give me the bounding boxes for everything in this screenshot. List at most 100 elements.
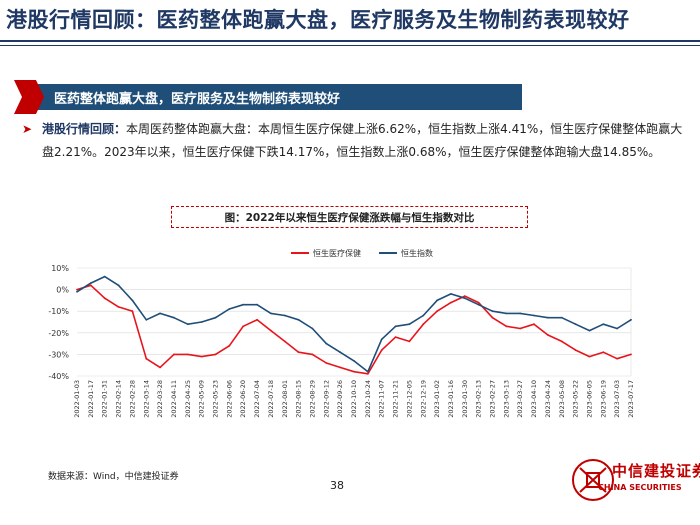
- data-point: [283, 314, 286, 317]
- data-point: [533, 314, 535, 317]
- data-point: [270, 329, 272, 332]
- data-point: [214, 353, 217, 356]
- data-point: [76, 290, 78, 293]
- x-tick-label: 2022-05-09: [198, 380, 206, 418]
- x-tick-label: 2023-05-08: [558, 380, 566, 418]
- data-point: [173, 353, 175, 356]
- x-tick-label: 2022-12-05: [405, 380, 413, 418]
- data-point: [547, 334, 549, 336]
- data-point: [256, 318, 258, 321]
- data-point: [477, 303, 480, 306]
- x-tick-label: 2022-06-20: [239, 380, 247, 418]
- data-point: [380, 349, 383, 351]
- data-point: [89, 284, 92, 287]
- x-tick-label: 2023-04-10: [530, 380, 538, 418]
- data-point: [89, 282, 92, 284]
- chart-title: 图：2022年以来恒生医疗保健涨跌幅与恒生指数对比: [224, 212, 475, 224]
- data-point: [159, 366, 162, 369]
- x-tick-label: 2022-11-07: [378, 380, 386, 418]
- x-tick-label: 2022-01-17: [87, 380, 95, 418]
- data-point: [630, 353, 632, 356]
- x-tick-label: 2022-02-14: [115, 380, 123, 418]
- data-point: [256, 303, 258, 306]
- y-tick-label: -20%: [48, 329, 69, 338]
- data-point: [242, 303, 245, 306]
- company-logo-icon: [572, 459, 614, 501]
- page-number: 38: [330, 479, 344, 492]
- logo-name-cn: 中信建投证券: [612, 462, 700, 480]
- data-point: [311, 327, 314, 330]
- banner-text: 医药整体跑赢大盘，医疗服务及生物制药表现较好: [54, 92, 341, 107]
- data-point: [353, 360, 355, 362]
- x-tick-label: 2022-06-06: [225, 380, 233, 418]
- x-tick-label: 2022-02-28: [128, 380, 136, 418]
- summary-lead: 港股行情回顾：: [42, 122, 127, 136]
- banner-accent-icon: [14, 80, 44, 114]
- x-tick-label: 2023-05-22: [572, 380, 580, 418]
- y-tick-label: 10%: [51, 264, 69, 273]
- data-point: [547, 316, 549, 319]
- data-point: [394, 336, 397, 338]
- data-point: [367, 372, 369, 375]
- x-tick-label: 2023-06-19: [599, 380, 607, 418]
- data-point: [131, 299, 134, 302]
- x-tick-label: 2023-06-05: [585, 380, 593, 418]
- data-point: [339, 351, 341, 354]
- data-point: [283, 340, 286, 343]
- data-point: [436, 299, 438, 302]
- data-point: [228, 344, 231, 347]
- data-point: [228, 308, 231, 310]
- data-point: [588, 329, 591, 332]
- x-tick-label: 2023-02-13: [475, 380, 483, 418]
- data-point: [200, 321, 203, 323]
- section-banner: [27, 84, 522, 110]
- chart-title-box: 图：2022年以来恒生医疗保健涨跌幅与恒生指数对比: [171, 206, 528, 228]
- data-point: [186, 353, 189, 356]
- data-point: [505, 325, 508, 328]
- x-tick-label: 2022-08-15: [295, 380, 303, 418]
- x-tick-label: 2022-03-14: [142, 380, 150, 418]
- x-tick-label: 2022-08-01: [281, 380, 289, 418]
- data-point: [103, 297, 106, 300]
- data-point: [519, 327, 522, 330]
- series-line-hsi: [76, 275, 632, 373]
- data-point: [436, 310, 438, 313]
- x-tick-label: 2022-10-24: [364, 380, 372, 418]
- x-tick-label: 2023-01-02: [433, 380, 441, 418]
- data-point: [214, 316, 217, 319]
- x-tick-label: 2022-10-10: [350, 380, 358, 418]
- data-point: [159, 312, 162, 315]
- title-divider: [0, 40, 700, 42]
- x-tick-label: 2022-01-31: [101, 380, 109, 418]
- data-point: [422, 314, 425, 317]
- data-point: [325, 342, 328, 345]
- page-title: 港股行情回顾：医药整体跑赢大盘，医疗服务及生物制药表现较好: [6, 8, 630, 32]
- data-point: [422, 323, 425, 326]
- data-point: [131, 310, 134, 313]
- data-point: [339, 366, 341, 369]
- data-point: [103, 275, 106, 278]
- data-point: [117, 306, 120, 308]
- x-tick-label: 2022-11-21: [392, 380, 400, 418]
- data-point: [367, 370, 369, 373]
- x-tick-label: 2023-02-27: [489, 380, 497, 418]
- data-point: [463, 297, 466, 300]
- data-point: [602, 323, 605, 326]
- x-tick-label: 2023-01-16: [447, 380, 455, 418]
- data-point: [450, 293, 452, 295]
- data-point: [616, 357, 618, 360]
- data-point: [616, 327, 618, 330]
- x-tick-label: 2022-03-28: [156, 380, 164, 418]
- line-chart: 恒生医疗保健 恒生指数 2022-01-03 2022-01-17 2022-01-3…: [48, 248, 635, 418]
- data-point: [200, 355, 203, 358]
- data-point: [408, 323, 411, 326]
- data-point: [477, 301, 480, 304]
- x-tick-label: 2022-08-29: [308, 380, 316, 418]
- data-point: [574, 349, 577, 351]
- x-tick-label: 2023-03-27: [516, 380, 524, 418]
- x-tick-label: 2022-04-25: [184, 380, 192, 418]
- x-tick-label: 2023-07-03: [613, 380, 621, 418]
- y-tick-label: -10%: [48, 307, 69, 316]
- data-point: [602, 351, 605, 354]
- x-tick-label: 2023-04-24: [544, 380, 552, 418]
